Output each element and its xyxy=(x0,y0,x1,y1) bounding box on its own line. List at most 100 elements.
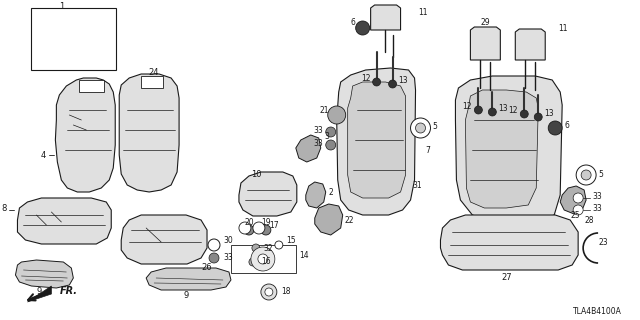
Circle shape xyxy=(410,118,431,138)
Polygon shape xyxy=(440,215,578,270)
Text: 1: 1 xyxy=(59,2,64,11)
Bar xyxy=(31,8,116,70)
Text: 18: 18 xyxy=(281,287,291,297)
Polygon shape xyxy=(239,172,297,216)
Text: 5: 5 xyxy=(433,122,437,131)
Circle shape xyxy=(253,222,265,234)
Polygon shape xyxy=(15,260,74,288)
Polygon shape xyxy=(146,268,231,290)
Polygon shape xyxy=(306,182,326,208)
Text: 8: 8 xyxy=(1,204,6,212)
Bar xyxy=(141,76,163,88)
Circle shape xyxy=(488,108,497,116)
Polygon shape xyxy=(560,186,586,214)
Circle shape xyxy=(261,284,277,300)
Polygon shape xyxy=(17,198,111,244)
Polygon shape xyxy=(119,74,179,192)
Text: 13: 13 xyxy=(544,108,554,117)
Polygon shape xyxy=(46,52,51,62)
Circle shape xyxy=(520,110,528,118)
Polygon shape xyxy=(56,78,115,192)
Circle shape xyxy=(356,21,370,35)
Text: 33: 33 xyxy=(313,139,323,148)
Text: 26: 26 xyxy=(201,263,212,273)
Text: 10: 10 xyxy=(251,170,261,179)
Text: TLA4B4100A: TLA4B4100A xyxy=(573,308,622,316)
Text: 27: 27 xyxy=(501,274,511,283)
Text: 13: 13 xyxy=(499,103,508,113)
Text: 33: 33 xyxy=(592,191,602,201)
Polygon shape xyxy=(315,204,342,235)
Text: 14: 14 xyxy=(299,251,308,260)
Circle shape xyxy=(372,78,381,86)
Circle shape xyxy=(576,165,596,185)
Circle shape xyxy=(388,80,397,88)
Text: 33: 33 xyxy=(223,253,233,262)
Text: 9: 9 xyxy=(36,287,42,297)
Circle shape xyxy=(265,288,273,296)
Text: 12: 12 xyxy=(462,101,472,110)
Circle shape xyxy=(251,247,275,271)
Polygon shape xyxy=(456,76,562,222)
Text: 33: 33 xyxy=(313,125,323,134)
Circle shape xyxy=(249,258,257,266)
Text: 15: 15 xyxy=(286,236,296,244)
Text: 7: 7 xyxy=(426,146,430,155)
Polygon shape xyxy=(371,5,401,30)
Text: 30: 30 xyxy=(223,236,233,244)
Text: 22: 22 xyxy=(345,215,354,225)
Text: 23: 23 xyxy=(598,237,608,246)
Text: 11: 11 xyxy=(419,7,428,17)
Text: 19: 19 xyxy=(261,218,271,227)
Circle shape xyxy=(326,140,336,150)
Bar xyxy=(79,80,104,92)
Text: 12: 12 xyxy=(361,74,371,83)
Polygon shape xyxy=(90,52,95,62)
Circle shape xyxy=(474,106,483,114)
Circle shape xyxy=(261,225,271,235)
Text: 6: 6 xyxy=(564,121,569,130)
Circle shape xyxy=(548,121,562,135)
Circle shape xyxy=(581,170,591,180)
Circle shape xyxy=(328,106,346,124)
Text: 31: 31 xyxy=(413,180,422,189)
Text: 11: 11 xyxy=(558,23,568,33)
Text: 2: 2 xyxy=(329,188,333,196)
Polygon shape xyxy=(121,215,207,264)
Circle shape xyxy=(252,244,260,252)
Text: 17: 17 xyxy=(269,220,278,229)
Text: 12: 12 xyxy=(508,106,517,115)
Circle shape xyxy=(573,193,583,203)
Circle shape xyxy=(573,205,583,215)
Text: 25: 25 xyxy=(570,211,580,220)
Circle shape xyxy=(326,127,336,137)
Text: 9: 9 xyxy=(184,291,189,300)
Circle shape xyxy=(209,253,219,263)
Text: 5: 5 xyxy=(598,170,603,179)
Text: 29: 29 xyxy=(481,18,490,27)
Polygon shape xyxy=(337,68,415,215)
Circle shape xyxy=(258,254,268,264)
Circle shape xyxy=(534,113,542,121)
Polygon shape xyxy=(470,27,500,60)
Polygon shape xyxy=(465,90,538,208)
Polygon shape xyxy=(28,286,51,302)
Text: 6: 6 xyxy=(351,18,356,27)
Bar xyxy=(231,245,296,273)
Polygon shape xyxy=(348,82,406,198)
Circle shape xyxy=(415,123,426,133)
Text: 21: 21 xyxy=(319,106,329,115)
Circle shape xyxy=(239,222,251,234)
Text: 13: 13 xyxy=(399,76,408,84)
Circle shape xyxy=(244,225,254,235)
Text: 3: 3 xyxy=(324,132,330,140)
Text: 16: 16 xyxy=(261,258,271,267)
Text: 4: 4 xyxy=(40,150,45,159)
Polygon shape xyxy=(44,30,99,52)
Text: FR.: FR. xyxy=(60,286,77,296)
Text: 24: 24 xyxy=(148,68,158,76)
Polygon shape xyxy=(515,29,545,60)
Text: 20: 20 xyxy=(244,218,253,227)
Text: 33: 33 xyxy=(592,204,602,212)
Text: 28: 28 xyxy=(584,215,594,225)
